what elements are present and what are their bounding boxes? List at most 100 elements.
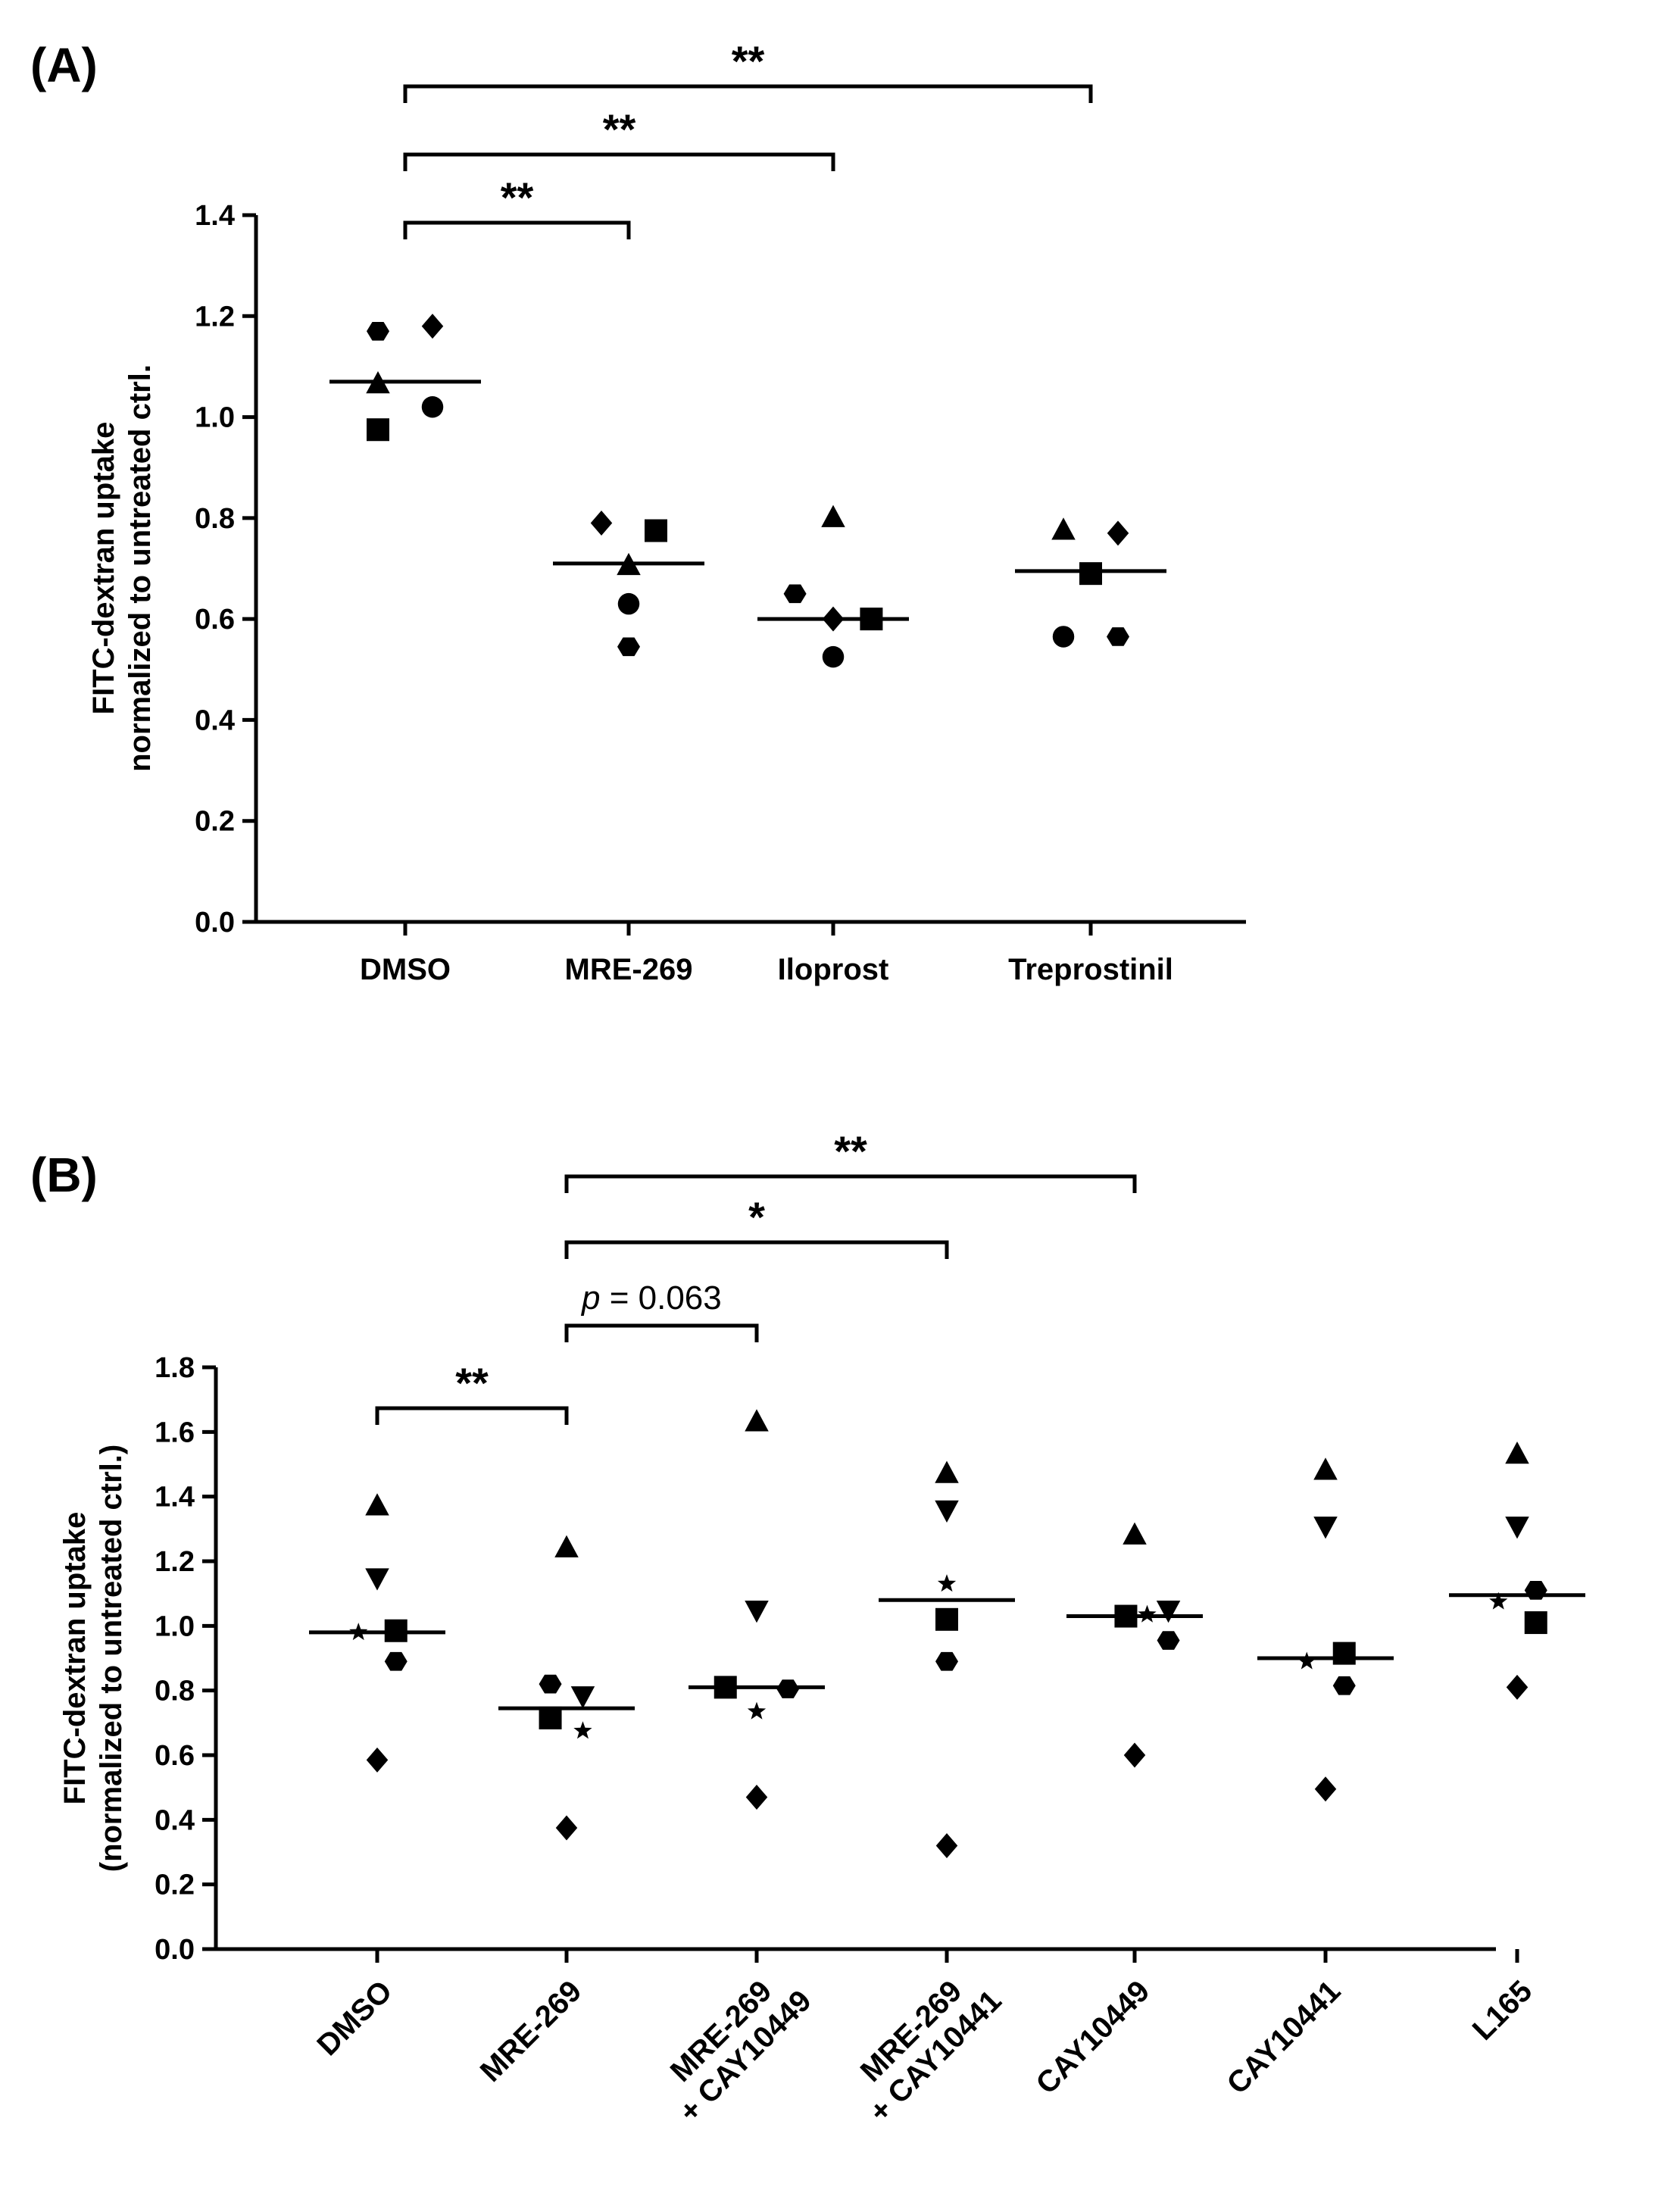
x-tick-label-line: MRE-269	[474, 1974, 589, 2088]
data-point-triangle	[745, 1409, 769, 1432]
data-point-triangle	[1313, 1457, 1338, 1480]
significance-bracket	[564, 1240, 949, 1259]
data-point-triangle-down	[1156, 1601, 1181, 1623]
y-tick-label: 0.8	[195, 503, 235, 535]
data-point-star	[1297, 1651, 1316, 1670]
y-axis-label-line: FITC-dextran uptake	[87, 422, 120, 715]
data-point-hexagon	[1332, 1676, 1356, 1695]
x-tick-label: CAY10441	[1220, 1974, 1347, 2101]
y-axis-label-line: normalized to untreated ctrl.	[123, 364, 157, 772]
significance-bracket	[403, 220, 631, 239]
data-point-triangle	[366, 371, 390, 394]
data-point-star	[937, 1574, 957, 1592]
data-point-triangle	[554, 1535, 579, 1557]
significance-label: p = 0.063	[580, 1279, 722, 1317]
data-point-hexagon	[367, 321, 389, 341]
data-point-triangle	[1051, 517, 1076, 540]
x-tick-label: MRE-269+ CAY10441	[838, 1959, 1008, 2129]
y-tick-label: 1.4	[155, 1482, 195, 1514]
data-point-square	[1079, 562, 1102, 586]
y-tick-label: 1.4	[195, 200, 235, 232]
significance-label: **	[732, 37, 765, 85]
y-tick-label: 0.2	[155, 1870, 195, 1901]
data-point-square	[935, 1607, 958, 1631]
p-value: = 0.063	[600, 1279, 721, 1317]
significance-bracket	[564, 1323, 759, 1342]
y-axis-label-line: (normalized to untreated ctrl.)	[95, 1445, 128, 1873]
panel-a: (A) 0.0 0.2 0.4 0.6 0.8 1.0 1.2 1.4 FITC-dextran …	[30, 37, 1246, 986]
data-point-diamond	[822, 606, 845, 632]
data-point-hexagon	[1107, 627, 1129, 646]
data-point-hexagon	[776, 1679, 800, 1698]
x-tick-label-line: CAY10449	[1029, 1974, 1156, 2101]
x-tick-label: DMSO	[360, 953, 451, 986]
significance-bracket	[375, 1406, 569, 1425]
data-point-diamond	[935, 1832, 958, 1858]
y-tick-label: 1.0	[155, 1610, 195, 1642]
data-point-hexagon	[539, 1674, 562, 1694]
y-tick-label: 1.2	[155, 1546, 195, 1578]
y-tick-label: 0.4	[155, 1804, 195, 1836]
y-axis-label-line: FITC-dextran uptake	[58, 1512, 92, 1805]
data-point-triangle-down	[365, 1568, 389, 1591]
data-point-hexagon	[1157, 1631, 1180, 1650]
y-tick-label: 1.2	[195, 301, 235, 333]
x-tick-label: MRE-269+ CAY10449	[648, 1959, 818, 2129]
data-point-star	[747, 1701, 767, 1720]
significance-bracket	[403, 84, 1093, 103]
data-point-circle	[421, 395, 444, 418]
data-point-square	[714, 1676, 737, 1699]
y-axis-label: FITC-dextran uptake normalized to untreat…	[87, 364, 157, 772]
data-point-diamond	[1506, 1674, 1529, 1700]
data-point-hexagon	[617, 637, 640, 657]
y-tick-label: 0.8	[155, 1676, 195, 1707]
y-tick-label: 1.8	[155, 1352, 195, 1384]
data-point-diamond	[1314, 1776, 1337, 1802]
data-point-triangle	[617, 552, 641, 576]
significance-label: **	[501, 173, 534, 221]
data-point-diamond	[555, 1815, 578, 1841]
data-point-hexagon	[384, 1651, 408, 1671]
data-point-diamond	[1107, 520, 1129, 546]
significance-bracket	[403, 152, 835, 171]
x-tick-label-line: L165	[1466, 1974, 1539, 2047]
panel-label: (A)	[30, 38, 98, 92]
data-point-diamond	[366, 1747, 389, 1773]
data-point-hexagon	[783, 584, 807, 604]
data-point-diamond	[1123, 1742, 1146, 1768]
x-tick-label-line: CAY10441	[1220, 1974, 1347, 2101]
y-tick-label: 0.0	[155, 1934, 195, 1966]
data-point-triangle	[1123, 1522, 1147, 1545]
data-point-circle	[822, 645, 845, 668]
data-point-triangle-down	[745, 1601, 769, 1623]
y-tick-label: 0.0	[195, 907, 235, 939]
data-point-square	[367, 418, 389, 442]
x-tick-label: L165	[1466, 1974, 1539, 2047]
data-point-triangle	[365, 1493, 389, 1516]
x-tick-label: Treprostinil	[1008, 953, 1173, 986]
data-point-square	[645, 519, 667, 542]
y-axis-label: FITC-dextran uptake (normalized to untrea…	[58, 1445, 128, 1873]
data-point-triangle-down	[935, 1500, 959, 1523]
data-point-circle	[617, 592, 640, 615]
x-tick-label: MRE-269	[474, 1974, 589, 2088]
p-letter: p	[580, 1279, 600, 1317]
significance-label: *	[748, 1193, 765, 1241]
data-point-star	[1489, 1592, 1508, 1610]
data-point-star	[573, 1721, 592, 1739]
data-point-hexagon	[935, 1651, 958, 1671]
x-tick-label-line: DMSO	[311, 1974, 398, 2062]
y-tick-label: 0.6	[155, 1740, 195, 1772]
data-point-square	[1524, 1611, 1547, 1635]
data-point-diamond	[590, 511, 613, 536]
data-point-square	[539, 1706, 562, 1729]
data-point-star	[349, 1623, 368, 1641]
significance-label: **	[455, 1359, 489, 1407]
data-point-triangle	[1505, 1441, 1529, 1464]
x-tick-label: DMSO	[311, 1974, 398, 2062]
data-point-star	[1138, 1604, 1157, 1623]
y-tick-label: 0.6	[195, 604, 235, 636]
significance-label: **	[603, 105, 636, 153]
panel-b: (B) 0.0 0.2 0.4 0.6 0.8 1.0 1.2 1.4 1.6 1.8 FITC-de…	[30, 1127, 1585, 2129]
